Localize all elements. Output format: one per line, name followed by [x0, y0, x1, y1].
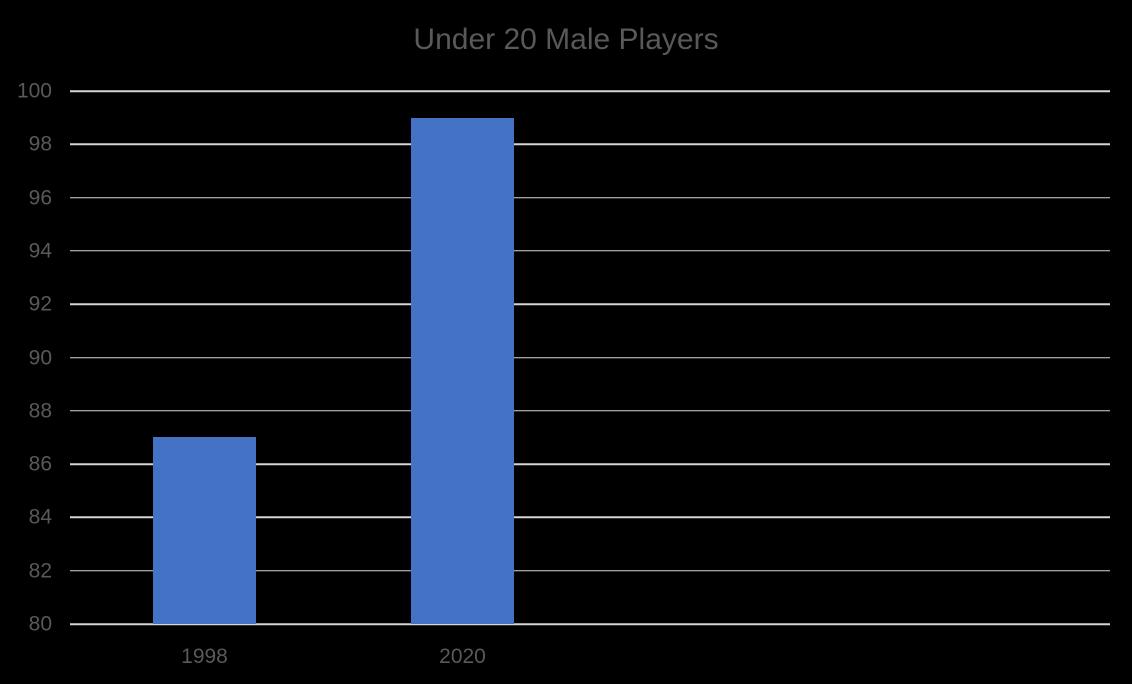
gridline [70, 196, 1110, 199]
gridline [70, 90, 1110, 92]
gridline [70, 143, 1110, 146]
gridline [70, 516, 1110, 519]
y-axis-tick-label: 98 [28, 132, 52, 156]
y-axis-tick-label: 80 [28, 612, 52, 636]
x-axis-tick-label: 2020 [439, 645, 486, 668]
gridline [70, 410, 1110, 412]
bar-1998 [153, 437, 256, 624]
bar-2020 [411, 117, 514, 624]
gridline [70, 569, 1110, 572]
y-axis-tick-label: 96 [28, 186, 52, 210]
gridline [70, 463, 1110, 465]
y-axis-tick-label: 84 [28, 505, 52, 529]
y-axis-tick-label: 86 [28, 452, 52, 476]
gridline [70, 356, 1110, 359]
gridline [70, 623, 1110, 625]
gridline [70, 250, 1110, 252]
y-axis-tick-label: 82 [28, 559, 52, 583]
y-axis-tick-label: 92 [28, 292, 52, 316]
x-axis-tick-label: 1998 [181, 645, 228, 668]
y-axis-tick-label: 90 [28, 346, 52, 369]
gridline [70, 303, 1110, 305]
y-axis-tick-label: 94 [28, 239, 52, 263]
y-axis-tick-label: 88 [28, 399, 52, 423]
chart-title: Under 20 Male Players [413, 23, 719, 56]
plot-area [70, 90, 1110, 625]
y-axis-tick-label: 100 [16, 79, 52, 103]
